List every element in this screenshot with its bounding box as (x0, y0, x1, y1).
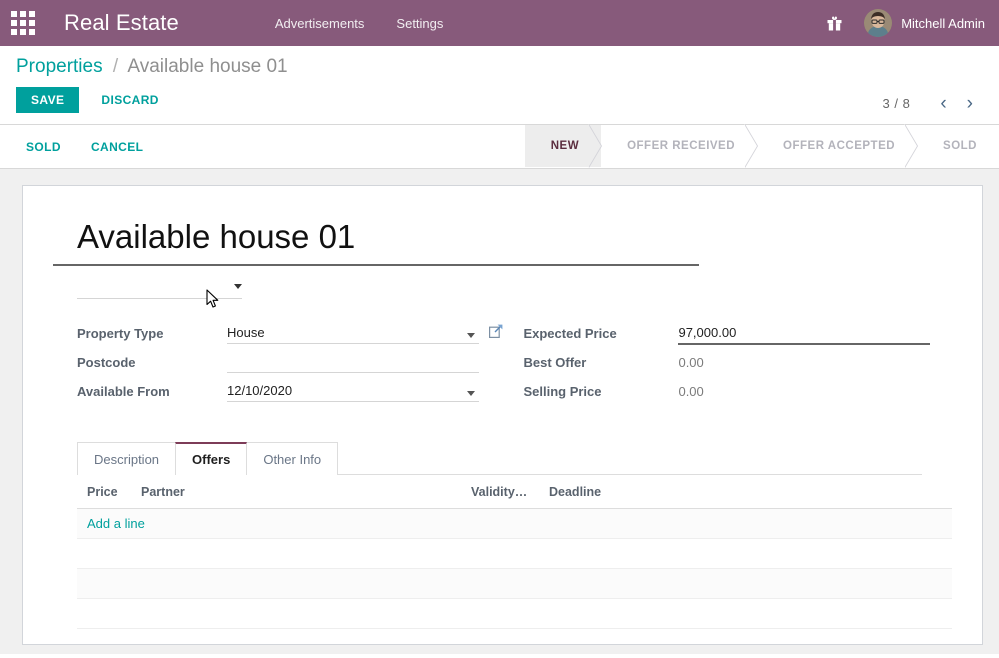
column-header-price[interactable]: Price (77, 474, 137, 509)
field-row-selling-price: Selling Price 0.00 (523, 381, 952, 410)
stage-offer-received[interactable]: OFFER RECEIVED (601, 124, 759, 168)
add-a-line-cell[interactable]: Add a line (77, 508, 952, 539)
app-brand-title[interactable]: Real Estate (64, 10, 179, 35)
label-property-type: Property Type (77, 325, 164, 341)
pager-counter: 3 / 8 (882, 96, 911, 111)
menu-item-advertisements[interactable]: Advertisements (274, 15, 365, 31)
apps-menu-button[interactable] (0, 0, 46, 46)
column-header-spacer (635, 474, 952, 509)
value-selling-price: 0.00 (678, 381, 703, 399)
column-header-partner[interactable]: Partner (137, 474, 467, 509)
empty-cell (77, 598, 952, 629)
value-postcode (227, 351, 479, 373)
value-best-offer: 0.00 (678, 352, 703, 370)
best-offer-value: 0.00 (678, 354, 704, 370)
table-row (77, 538, 952, 569)
stage-arrow-fill-icon (744, 124, 758, 168)
discard-button[interactable]: DISCARD (89, 87, 170, 113)
stage-new[interactable]: NEW (524, 124, 603, 168)
breadcrumb-properties[interactable]: Properties (16, 56, 103, 77)
form-group-left: Property Type Postcode (77, 322, 523, 410)
chevron-down-icon (234, 283, 242, 289)
empty-cell (77, 568, 952, 599)
label-available-from: Available From (77, 383, 170, 399)
value-available-from (227, 380, 479, 402)
field-row-best-offer: Best Offer 0.00 (523, 352, 952, 381)
avatar[interactable] (864, 9, 893, 37)
value-expected-price (678, 322, 931, 345)
gift-icon[interactable] (827, 15, 842, 31)
stage-new-label: NEW (550, 140, 580, 152)
column-header-deadline[interactable]: Deadline (545, 474, 635, 509)
stage-sold-label: SOLD (943, 140, 977, 152)
statusbar-row: SOLD CANCEL NEW OFFER RECEIVED OFFER ACC… (0, 124, 999, 169)
add-a-line-row[interactable]: Add a line (77, 508, 952, 539)
top-navbar: Real Estate Advertisements Settings (0, 0, 999, 46)
notebook: Description Offers Other Info Price Part… (77, 441, 952, 629)
column-header-validity[interactable]: Validity… (467, 474, 545, 509)
field-row-expected-price: Expected Price (523, 322, 952, 352)
property-tags-field[interactable] (77, 277, 242, 299)
grid-apps-icon (11, 11, 35, 35)
expected-price-input[interactable] (678, 322, 931, 345)
field-row-postcode: Postcode (77, 351, 523, 381)
stage-sold[interactable]: SOLD (917, 125, 999, 167)
breadcrumb-current: Available house 01 (127, 56, 288, 77)
navbar-right-zone: Mitchell Admin (827, 0, 999, 46)
table-row (77, 568, 952, 599)
user-name[interactable]: Mitchell Admin (901, 15, 985, 31)
tab-offers[interactable]: Offers (175, 441, 248, 475)
field-row-property-type: Property Type (77, 322, 523, 352)
record-title-input[interactable] (53, 206, 699, 266)
stage-arrow-fill-icon (588, 124, 602, 168)
field-row-available-from: Available From (77, 380, 523, 410)
selling-price-value: 0.00 (678, 383, 704, 399)
value-property-type (227, 322, 479, 344)
label-expected-price: Expected Price (523, 325, 617, 341)
record-pager: 3 / 8 ‹ › (883, 94, 983, 113)
save-button[interactable]: SAVE (16, 87, 80, 113)
form-sheet: Property Type Postcode (22, 185, 983, 645)
sold-button[interactable]: SOLD (16, 134, 71, 160)
label-postcode: Postcode (77, 354, 136, 370)
form-groups: Property Type Postcode (77, 322, 952, 410)
notebook-tabs: Description Offers Other Info (77, 441, 922, 475)
offers-header-row: Price Partner Validity… Deadline (77, 474, 952, 509)
main-menu: Advertisements Settings (259, 16, 460, 31)
tab-other-info[interactable]: Other Info (246, 441, 339, 475)
chevron-left-icon[interactable]: ‹ (940, 93, 947, 114)
property-type-input[interactable] (227, 322, 479, 344)
stage-offer-received-label: OFFER RECEIVED (627, 140, 736, 152)
cancel-button[interactable]: CANCEL (81, 134, 153, 160)
breadcrumb-separator: / (112, 56, 119, 77)
offers-table-body: Add a line (77, 508, 952, 629)
available-from-input[interactable] (227, 380, 479, 402)
content-area: Property Type Postcode (0, 169, 999, 654)
status-pipeline: NEW OFFER RECEIVED OFFER ACCEPTED SOLD (524, 124, 999, 168)
menu-item-settings[interactable]: Settings (396, 15, 444, 31)
tab-description[interactable]: Description (77, 441, 177, 475)
label-best-offer: Best Offer (523, 354, 587, 370)
control-panel-buttons: SAVE DISCARD (16, 78, 983, 124)
stage-arrow-fill-icon (904, 124, 918, 168)
offers-table-head: Price Partner Validity… Deadline (77, 474, 952, 509)
stage-offer-accepted-label: OFFER ACCEPTED (783, 140, 896, 152)
table-row (77, 598, 952, 629)
form-group-right: Expected Price Best Offer 0.00 Selling P… (523, 322, 952, 410)
empty-cell (77, 538, 952, 569)
breadcrumb: Properties / Available house 01 (16, 46, 983, 78)
label-selling-price: Selling Price (523, 383, 602, 399)
offers-table: Price Partner Validity… Deadline Add a l… (77, 474, 952, 629)
external-link-icon[interactable] (489, 324, 503, 338)
control-panel: Properties / Available house 01 SAVE DIS… (0, 46, 999, 125)
postcode-input[interactable] (227, 351, 479, 373)
stage-offer-accepted[interactable]: OFFER ACCEPTED (757, 124, 919, 168)
chevron-right-icon[interactable]: › (966, 93, 973, 114)
add-a-line-link[interactable]: Add a line (87, 515, 145, 531)
